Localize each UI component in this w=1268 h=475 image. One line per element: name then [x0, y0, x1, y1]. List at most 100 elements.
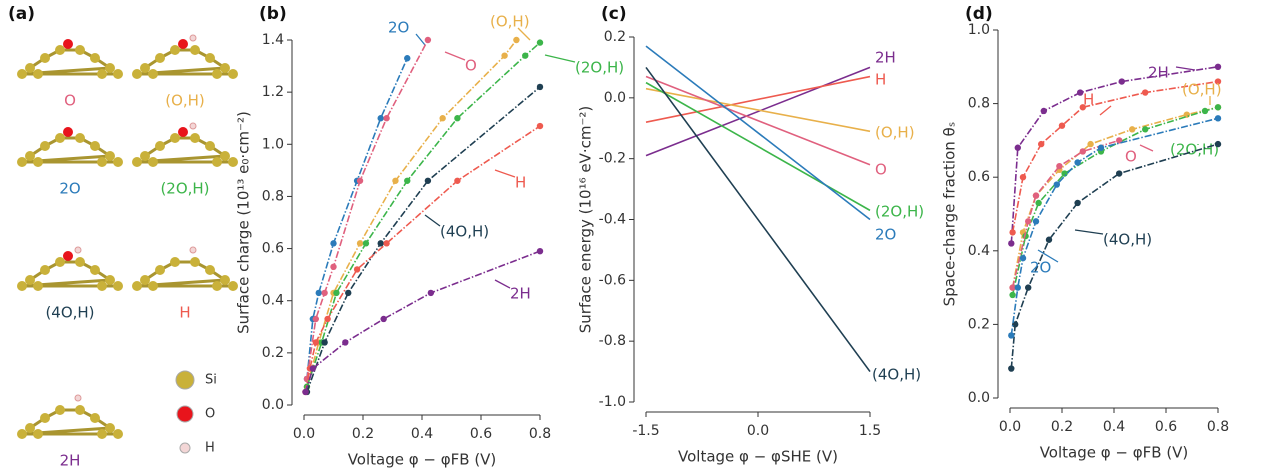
data-point [1074, 159, 1081, 166]
si-atom [220, 151, 230, 161]
legend-atom [175, 370, 195, 390]
label-arrow [544, 54, 576, 63]
y-axis-title: Surface energy (10¹⁶ eV·cm⁻²) [577, 106, 595, 334]
si-atom [97, 69, 107, 79]
series-line [1011, 106, 1219, 296]
series-label: 2O [875, 226, 896, 244]
series-line [306, 39, 518, 387]
data-point [1077, 89, 1084, 96]
label-arrow [1037, 249, 1059, 263]
data-point [315, 289, 322, 297]
series-line [1010, 66, 1219, 244]
data-point [1214, 115, 1222, 122]
si-atom [148, 157, 158, 167]
series-line [306, 86, 541, 393]
data-point [1040, 107, 1048, 115]
data-point [1118, 78, 1126, 85]
si-atom [105, 151, 115, 161]
data-point [302, 388, 309, 396]
series-line [1011, 139, 1120, 288]
y-tick-label: 0.0 [262, 397, 284, 413]
series-line [1010, 117, 1219, 336]
o-atom [178, 39, 188, 49]
si-atom [17, 281, 27, 291]
x-axis-title: Voltage φ − φSHE (V) [678, 448, 838, 466]
structure-label: (4O,H) [45, 304, 94, 322]
si-atom [105, 275, 115, 285]
si-atom [190, 133, 200, 143]
y-tick-label: -0.8 [599, 333, 626, 349]
label-arrow [1099, 105, 1112, 116]
si-atom [97, 429, 107, 439]
molecule [17, 127, 123, 167]
si-atom [33, 429, 43, 439]
series-label: (2O,H) [575, 59, 624, 77]
si-atom [148, 281, 158, 291]
series-label: 2H [1148, 64, 1169, 82]
data-point [392, 177, 399, 184]
si-atom [40, 141, 50, 151]
data-point [1097, 144, 1105, 151]
data-point [1014, 144, 1021, 151]
series-label: H [1083, 91, 1094, 109]
y-tick-label: 0.2 [968, 316, 990, 332]
panel-label: (a) [8, 4, 35, 24]
si-atom [40, 413, 50, 423]
x-tick-label: 0.2 [1051, 419, 1073, 435]
molecule [17, 39, 123, 79]
structure-label: O [64, 92, 76, 110]
data-point [1008, 240, 1015, 247]
si-atom [25, 275, 35, 285]
data-point [356, 177, 364, 184]
data-point [1025, 284, 1032, 291]
o-atom [63, 127, 73, 137]
data-point [1142, 126, 1149, 133]
si-atom [132, 69, 142, 79]
data-point [330, 263, 337, 271]
h-atom [189, 34, 197, 42]
series-line [645, 75, 871, 166]
y-tick-label: 1.2 [262, 84, 284, 100]
data-point [377, 240, 384, 247]
y-tick-label: 0.2 [604, 29, 626, 45]
label-arrow [444, 51, 466, 61]
si-atom [170, 133, 180, 143]
series-line [306, 42, 541, 388]
data-point [1045, 236, 1053, 243]
molecule [17, 246, 123, 291]
si-atom [90, 413, 100, 423]
series-line [645, 66, 871, 157]
series-label: (4O,H) [440, 223, 489, 241]
si-atom [140, 275, 150, 285]
y-tick-label: -1.0 [599, 394, 626, 410]
y-tick-label: 0.8 [968, 96, 990, 112]
data-point [424, 177, 432, 184]
label-arrow [1175, 66, 1196, 71]
si-atom [155, 53, 165, 63]
si-atom [113, 281, 123, 291]
si-atom [228, 69, 238, 79]
series-label: (O,H) [490, 13, 530, 31]
series-label: H [875, 71, 886, 89]
series-line [304, 125, 541, 393]
y-axis-title: Surface charge (10¹³ e₀·cm⁻²) [235, 111, 253, 334]
label-arrow [517, 27, 531, 41]
y-tick-label: 0.0 [968, 390, 990, 406]
y-tick-label: 1.0 [262, 136, 284, 152]
label-arrow [494, 169, 516, 178]
molecule [132, 122, 238, 167]
data-point [353, 266, 361, 273]
data-point [1214, 104, 1222, 111]
x-axis-title: Voltage φ − φFB (V) [1040, 444, 1189, 462]
data-point [1214, 63, 1222, 70]
y-tick-label: -0.2 [599, 151, 626, 167]
data-point [404, 55, 411, 62]
data-point [454, 115, 461, 122]
y-tick-label: 0.4 [968, 243, 990, 259]
label-arrow [494, 279, 511, 289]
si-atom [228, 281, 238, 291]
si-atom [90, 53, 100, 63]
legend-atom [179, 442, 191, 454]
si-atom [148, 69, 158, 79]
